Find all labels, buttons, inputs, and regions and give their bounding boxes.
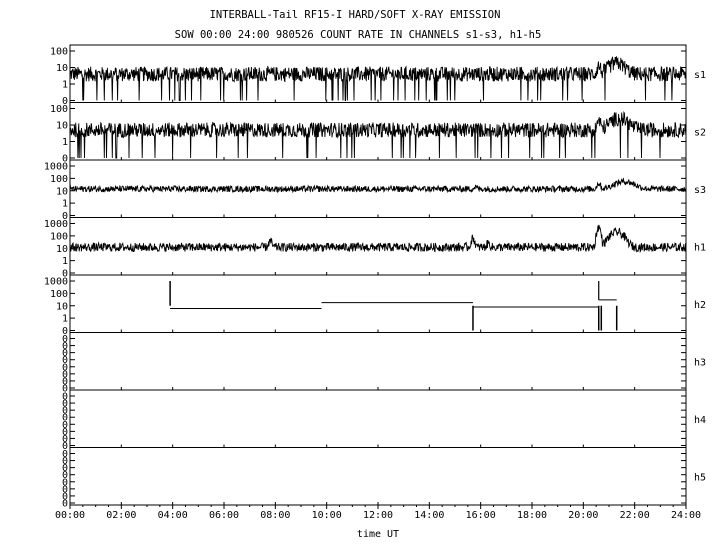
y-tick-label-s1: 100 (50, 47, 68, 58)
y-tick-label-s3: 1000 (44, 162, 68, 173)
y-tick-label-h4: 0 (62, 413, 68, 424)
x-tick-label: 18:00 (517, 510, 547, 521)
y-tick-label-h1: 1 (62, 256, 68, 267)
y-tick-label-h4: 0 (62, 406, 68, 417)
x-tick-label: 22:00 (620, 510, 650, 521)
chart-subtitle: SOW 00:00 24:00 980526 COUNT RATE IN CHA… (175, 29, 542, 41)
y-tick-label-h5: 0 (62, 463, 68, 474)
series-h2 (170, 299, 617, 309)
x-axis-label: time UT (357, 529, 399, 540)
y-tick-label-h4: 0 (62, 392, 68, 403)
y-tick-label-h4: 0 (62, 399, 68, 410)
y-tick-label-s2: 10 (56, 121, 68, 132)
x-tick-label: 14:00 (414, 510, 444, 521)
x-tick-label: 04:00 (158, 510, 188, 521)
series-s3 (69, 177, 687, 194)
x-tick-label: 12:00 (363, 510, 393, 521)
y-tick-label-h5: 0 (62, 477, 68, 488)
series-s1 (69, 56, 687, 101)
y-tick-label-h4: 0 (62, 420, 68, 431)
panel-frame-h4 (69, 389, 687, 448)
y-tick-label-h3: 0 (62, 376, 68, 387)
y-tick-label-h3: 0 (62, 362, 68, 373)
y-tick-label-h5: 0 (62, 499, 68, 510)
y-tick-label-h4: 0 (62, 441, 68, 452)
x-tick-label: 06:00 (209, 510, 239, 521)
panel-label-h3: h3 (694, 357, 706, 368)
y-tick-label-h1: 0 (62, 269, 68, 280)
x-tick-label: 02:00 (106, 510, 136, 521)
x-tick-label: 00:00 (55, 510, 85, 521)
x-tick-label: 24:00 (671, 510, 701, 521)
y-tick-label-h5: 0 (62, 470, 68, 481)
y-tick-label-h2: 1000 (44, 277, 68, 288)
y-tick-label-s1: 0 (62, 96, 68, 107)
series-h1 (69, 224, 687, 253)
y-tick-label-h1: 100 (50, 231, 68, 242)
y-tick-label-h3: 0 (62, 384, 68, 395)
panels-group: 1001010s11001010s210001001010s3100010010… (44, 44, 706, 510)
y-tick-label-h2: 100 (50, 289, 68, 300)
panel-label-s3: s3 (694, 185, 706, 196)
panel-frame-h5 (69, 447, 687, 506)
y-tick-label-h5: 0 (62, 449, 68, 460)
y-tick-label-h3: 0 (62, 341, 68, 352)
y-tick-label-h3: 0 (62, 355, 68, 366)
y-tick-label-s3: 1 (62, 199, 68, 210)
chart-title: INTERBALL-Tail RF15-I HARD/SOFT X-RAY EM… (210, 9, 501, 21)
panel-label-h5: h5 (694, 472, 706, 483)
y-tick-label-h2: 1 (62, 314, 68, 325)
series-s2 (69, 110, 687, 159)
y-tick-label-h4: 0 (62, 434, 68, 445)
x-tick-label: 20:00 (568, 510, 598, 521)
y-tick-label-s1: 10 (56, 63, 68, 74)
y-tick-label-s2: 0 (62, 154, 68, 165)
panel-label-h1: h1 (694, 242, 706, 253)
y-tick-label-h2: 0 (62, 326, 68, 337)
y-tick-label-h5: 0 (62, 456, 68, 467)
panel-label-s1: s1 (694, 70, 706, 81)
panel-label-h4: h4 (694, 415, 706, 426)
y-tick-label-s3: 100 (50, 174, 68, 185)
y-tick-label-s1: 1 (62, 80, 68, 91)
panel-frame-h3 (69, 332, 687, 391)
x-tick-label: 08:00 (260, 510, 290, 521)
y-tick-label-h3: 0 (62, 348, 68, 359)
y-tick-label-h3: 0 (62, 369, 68, 380)
y-tick-label-s3: 0 (62, 211, 68, 222)
y-tick-label-h5: 0 (62, 484, 68, 495)
y-tick-label-h2: 10 (56, 301, 68, 312)
panel-frame-h2 (69, 274, 687, 333)
y-tick-label-h1: 1000 (44, 219, 68, 230)
panel-label-h2: h2 (694, 300, 706, 311)
y-tick-label-h3: 0 (62, 334, 68, 345)
y-tick-label-s3: 10 (56, 186, 68, 197)
y-tick-label-h4: 0 (62, 427, 68, 438)
y-tick-label-s2: 1 (62, 137, 68, 148)
x-axis: 00:00 02:00 04:00 06:00 08:00 10:00 12:00 14:00… (55, 505, 701, 521)
panel-label-s2: s2 (694, 127, 706, 138)
y-tick-label-h5: 0 (62, 491, 68, 502)
y-tick-label-s2: 100 (50, 104, 68, 115)
y-tick-label-h1: 10 (56, 244, 68, 255)
x-tick-label: 10:00 (312, 510, 342, 521)
x-tick-label: 16:00 (466, 510, 496, 521)
